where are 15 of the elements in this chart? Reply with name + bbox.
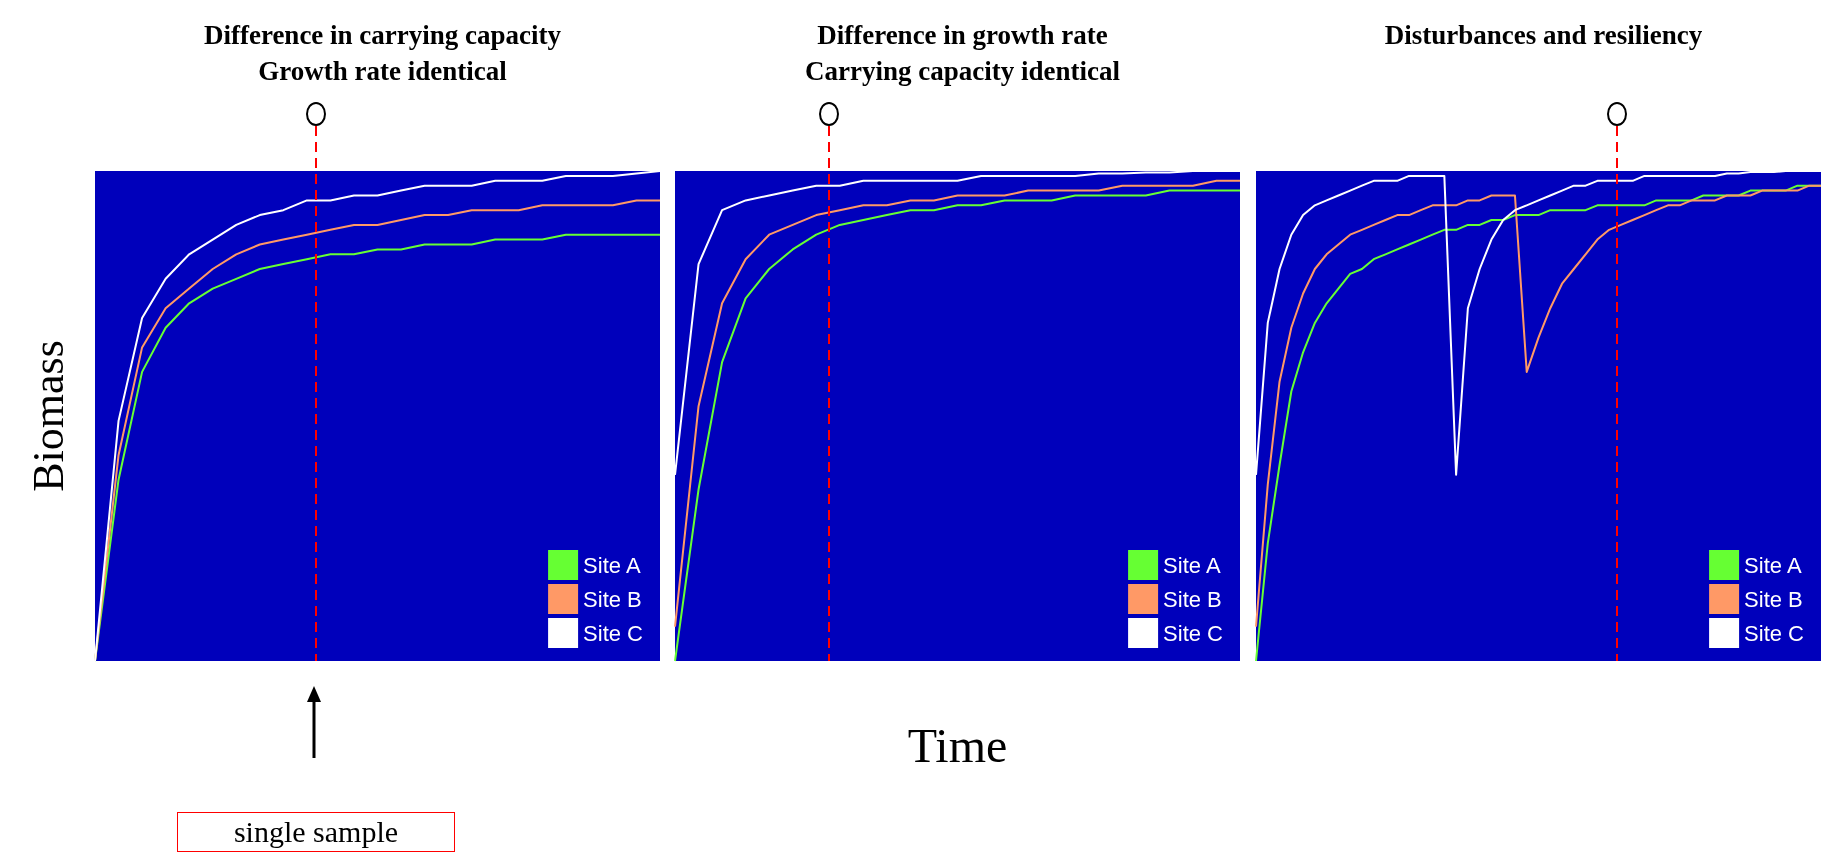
x-axis-title: Time [907,718,1008,772]
legend-label: Site B [1744,586,1803,612]
chart-title: Difference in carrying capacity Growth rate identical [203,20,562,86]
text: single sample [177,812,455,852]
chart-title: Difference in growth rate Carrying capacity identical [805,20,1121,86]
legend-label: Site C [583,620,644,646]
legend-label: Site A [1163,552,1221,578]
legend-label: Site B [583,586,642,612]
legend-label: Site C [1744,620,1805,646]
legend-label: Site A [1744,552,1802,578]
legend-label: Site C [1163,620,1224,646]
legend-label: Site A [583,552,641,578]
chart-title: Disturbances and resiliency [1384,20,1703,50]
legend-label: Site B [1163,586,1222,612]
y-axis-title: Biomass [23,340,73,492]
